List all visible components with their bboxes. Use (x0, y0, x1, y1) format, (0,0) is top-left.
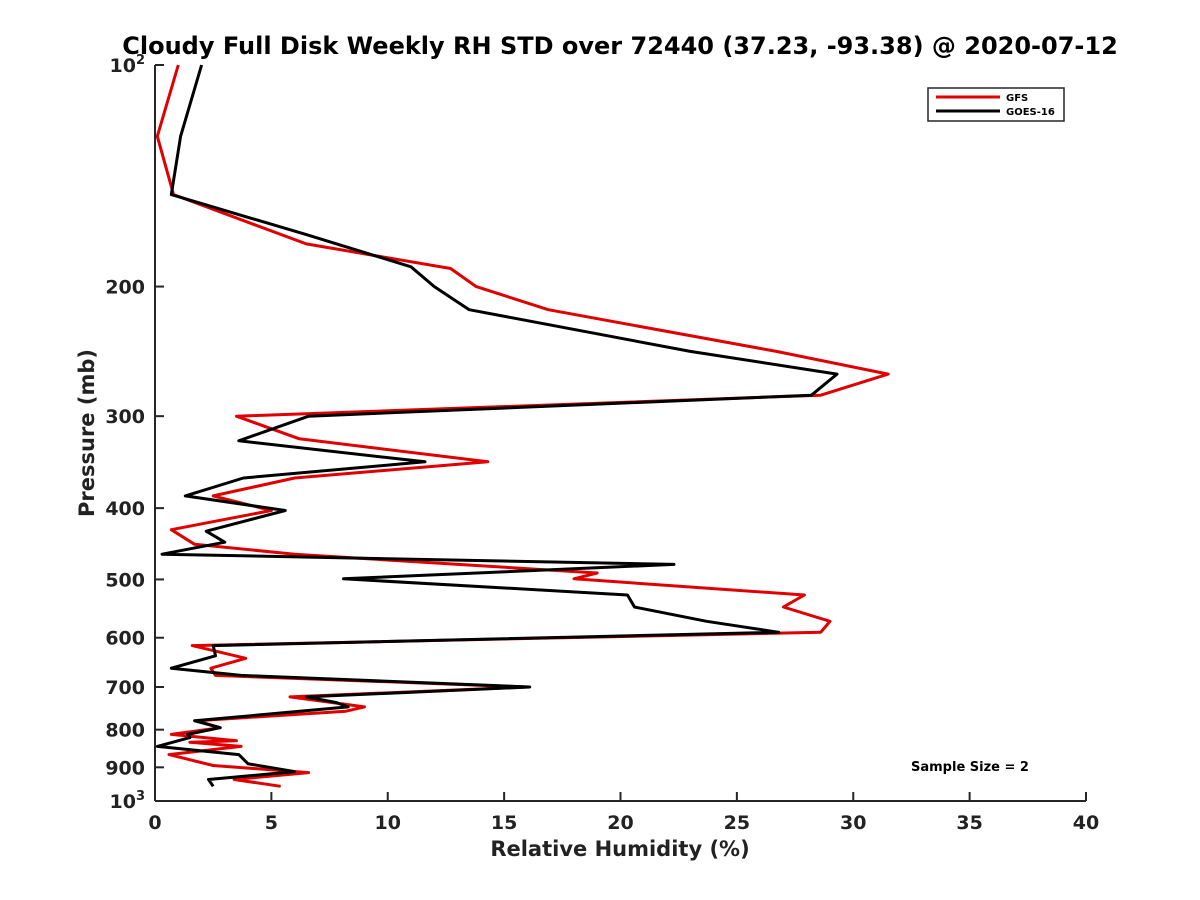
legend-label-gfs: GFS (1006, 93, 1028, 104)
legend-label-goes16: GOES-16 (1006, 107, 1055, 118)
y-tick-label: 800 (105, 720, 145, 742)
y-axis-label: Pressure (mb) (75, 349, 99, 517)
x-ticks: 0 5 10 15 20 25 30 35 40 (148, 792, 1099, 834)
x-tick-label: 40 (1073, 812, 1099, 834)
y-tick-label: 500 (105, 569, 145, 591)
legend-box (927, 87, 1065, 122)
legend: GFS GOES-16 (927, 87, 1065, 122)
y-tick-label: 400 (105, 498, 145, 520)
y-ticks: 102 200 300 400 500 600 700 800 900 103 (105, 53, 164, 813)
x-tick-label: 20 (607, 812, 633, 834)
series-layer (155, 64, 890, 788)
y-tick-label: 900 (105, 757, 145, 779)
series-line-gfs (155, 64, 890, 788)
x-axis-label: Relative Humidity (%) (490, 837, 749, 861)
x-tick-label: 0 (148, 812, 161, 834)
x-tick-label: 35 (956, 812, 982, 834)
x-tick-label: 30 (840, 812, 866, 834)
series-line-goes16 (155, 64, 839, 788)
x-tick-label: 10 (375, 812, 401, 834)
y-tick-label: 600 (105, 628, 145, 650)
sample-size-annotation: Sample Size = 2 (911, 760, 1029, 775)
x-tick-label: 25 (724, 812, 750, 834)
y-tick-label: 200 (105, 277, 145, 299)
y-tick-label: 103 (110, 789, 146, 813)
x-tick-label: 15 (491, 812, 517, 834)
x-tick-label: 5 (265, 812, 278, 834)
y-tick-label: 102 (110, 53, 146, 77)
y-tick-label: 700 (105, 677, 145, 699)
chart-title: Cloudy Full Disk Weekly RH STD over 7244… (122, 32, 1118, 60)
y-tick-label: 300 (105, 406, 145, 428)
